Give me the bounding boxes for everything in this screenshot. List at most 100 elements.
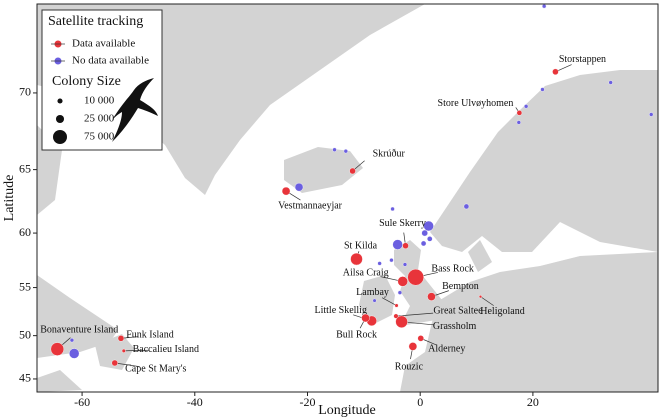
colony-point (552, 68, 559, 76)
colony-point (649, 112, 654, 117)
ireland (359, 275, 395, 326)
scandinavia (430, 70, 658, 252)
colony-point (408, 342, 418, 351)
y-axis-label: Latitude (2, 175, 17, 222)
colony-point (294, 182, 304, 192)
x-tick-label: 0 (417, 395, 423, 409)
colony-point (402, 262, 408, 267)
legend-label: No data available (72, 55, 149, 67)
colony-point (389, 257, 394, 263)
plot-frame (36, 3, 659, 393)
size-legend-marker (53, 130, 67, 144)
size-legend-marker (55, 114, 65, 124)
point-label: Storstappen (559, 54, 606, 65)
size-legend-title: Colony Size (52, 74, 121, 89)
point-label: Ailsa Craig (343, 268, 389, 279)
newfoundland (95, 334, 134, 370)
point-label: Heligoland (480, 306, 524, 317)
colony-point (121, 348, 126, 353)
colony-point (111, 359, 118, 367)
nova-scotia (37, 370, 82, 392)
y-tick-label: 55 (19, 279, 31, 293)
point-label: Funk Island (126, 330, 174, 341)
colony-point (540, 87, 545, 92)
colony-point (69, 337, 75, 343)
point-label: St Kilda (344, 240, 378, 251)
colony-point (50, 342, 65, 356)
denmark (468, 240, 492, 272)
x-tick-label: -40 (187, 395, 203, 409)
colony-point (69, 348, 80, 359)
point-label: Store Ulvøyhomen (438, 98, 514, 109)
y-tick-label: 45 (19, 371, 31, 385)
colony-point (281, 186, 291, 196)
colony-point (350, 252, 363, 266)
colony-point (420, 240, 427, 247)
colony-point (427, 236, 433, 242)
colony-point (608, 80, 613, 85)
colony-point (117, 335, 125, 342)
size-legend-marker (57, 98, 63, 104)
colony-point (407, 268, 424, 286)
x-tick-label: -60 (74, 395, 90, 409)
colony-point (397, 276, 408, 287)
colony-point (397, 290, 403, 295)
colony-point (423, 220, 434, 232)
point-label: Rouzic (395, 362, 424, 373)
gannet-icon (112, 78, 158, 142)
colony-point (377, 261, 382, 266)
y-tick-label: 50 (19, 327, 31, 341)
colony-point (349, 167, 356, 175)
iceland (284, 147, 363, 193)
size-legend-label: 10 000 (84, 95, 115, 107)
point-label: Vestmannaeyjar (278, 200, 343, 211)
colony-point (393, 313, 399, 319)
point-label: Great Saltee (433, 305, 483, 316)
colony-point (427, 292, 436, 301)
colony-point (361, 313, 370, 323)
point-label: Bonaventure Island (40, 324, 118, 335)
colony-point (523, 104, 529, 109)
leader-line (114, 362, 140, 367)
x-axis-label: Longitude (318, 403, 376, 418)
colony-point (421, 229, 428, 237)
x-tick-label: -20 (299, 395, 315, 409)
x-tick-label: 20 (527, 395, 539, 409)
legend-label: Data available (72, 38, 135, 50)
colony-point (402, 242, 409, 249)
point-label: Lambay (356, 287, 389, 298)
leader-line (480, 296, 494, 306)
labrador (37, 275, 118, 358)
point-label: Bull Rock (336, 329, 377, 340)
point-label: Little Skellig (314, 305, 367, 316)
europe (400, 252, 658, 392)
colony-point (541, 4, 547, 9)
colony-point (372, 298, 377, 303)
colony-point (463, 203, 470, 210)
legend: Satellite tracking Colony Size (41, 9, 163, 151)
point-label: Baccalieu Island (133, 344, 199, 355)
colony-point (332, 147, 337, 152)
point-label: Cape St Mary's (125, 363, 186, 374)
point-label: Sule Skerry (379, 218, 426, 229)
size-legend-label: 75 000 (84, 131, 115, 143)
y-tick-label: 60 (19, 225, 31, 239)
colony-point (392, 239, 403, 250)
leader-line (381, 297, 397, 306)
colony-point (478, 295, 483, 299)
leader-line (395, 312, 434, 317)
point-label: Skrúður (373, 148, 406, 159)
point-label: Bass Rock (431, 264, 474, 275)
colony-point (343, 148, 348, 154)
size-legend-label: 25 000 (84, 113, 115, 125)
y-tick-label: 65 (19, 161, 31, 175)
y-tick-label: 70 (19, 85, 31, 99)
point-label: Bempton (442, 281, 479, 292)
colony-point (394, 303, 399, 308)
colony-point (516, 120, 521, 125)
point-label: Grassholm (433, 321, 477, 332)
colony-point (395, 315, 408, 328)
legend-box (41, 9, 163, 151)
point-label: Alderney (428, 344, 465, 355)
